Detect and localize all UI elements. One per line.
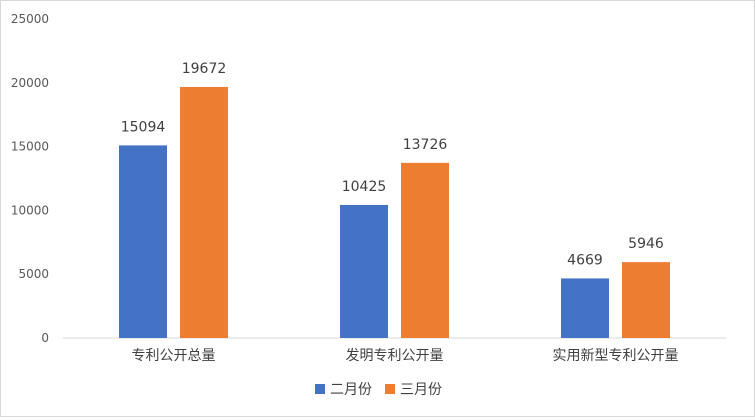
y-tick-label: 10000 <box>11 203 49 217</box>
y-tick-label: 5000 <box>18 267 49 281</box>
bar <box>119 145 167 338</box>
legend-swatch <box>315 384 325 394</box>
x-category-label: 发明专利公开量 <box>346 348 444 364</box>
y-tick-label: 20000 <box>11 76 49 90</box>
y-tick-label: 15000 <box>11 140 49 154</box>
data-label: 5946 <box>628 236 664 252</box>
y-tick-label: 0 <box>41 331 49 345</box>
data-label: 10425 <box>342 179 387 195</box>
data-label: 4669 <box>567 252 603 268</box>
x-category-label: 实用新型专利公开量 <box>553 348 679 364</box>
data-label: 13726 <box>403 137 448 153</box>
bar <box>340 204 388 338</box>
data-label: 15094 <box>121 119 166 135</box>
bar <box>180 86 228 338</box>
legend-label: 三月份 <box>400 382 442 398</box>
data-label: 19672 <box>182 61 227 77</box>
bar <box>401 162 449 338</box>
bar <box>622 262 670 338</box>
x-category-label: 专利公开总量 <box>132 348 216 364</box>
legend-label: 二月份 <box>330 382 372 398</box>
y-tick-label: 25000 <box>11 12 49 26</box>
legend-swatch <box>385 384 395 394</box>
bar <box>561 278 609 338</box>
